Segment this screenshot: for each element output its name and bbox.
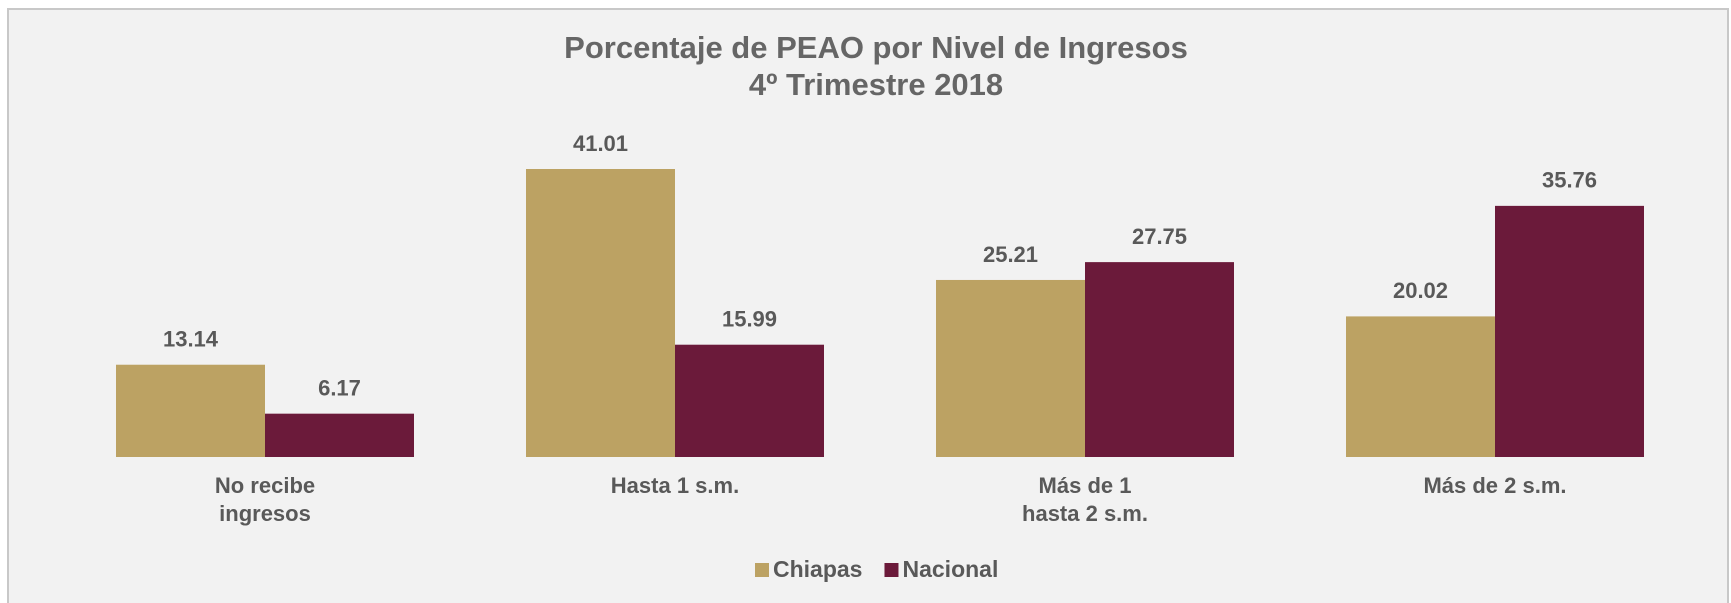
bar [1346,316,1495,457]
value-label: 41.01 [573,131,628,156]
bar [1495,205,1644,457]
x-tick-label: Más de 2 s.m. [1423,473,1566,498]
bar [116,364,265,457]
legend-swatch [755,563,769,577]
bar [1085,262,1234,457]
bar [936,279,1085,457]
chart-title: Porcentaje de PEAO por Nivel de Ingresos [564,30,1188,65]
chart-frame [7,8,1729,603]
x-tick-label: Hasta 1 s.m. [611,473,739,498]
chart-subtitle: 4º Trimestre 2018 [749,67,1003,102]
x-tick-label: ingresos [219,501,311,526]
value-label: 35.76 [1542,168,1597,193]
value-label: 25.21 [983,242,1038,267]
x-tick-label: hasta 2 s.m. [1022,501,1148,526]
bar [265,413,414,457]
legend-label: Chiapas [773,556,862,582]
legend-swatch [884,563,899,577]
value-label: 27.75 [1132,224,1187,249]
bar [675,344,824,457]
value-label: 6.17 [318,375,361,400]
legend-label: Nacional [902,556,998,582]
value-label: 20.02 [1393,278,1448,303]
value-label: 15.99 [722,307,777,332]
value-label: 13.14 [163,327,219,352]
x-tick-label: No recibe [215,473,315,498]
x-tick-label: Más de 1 [1039,473,1132,498]
bar [526,169,675,457]
